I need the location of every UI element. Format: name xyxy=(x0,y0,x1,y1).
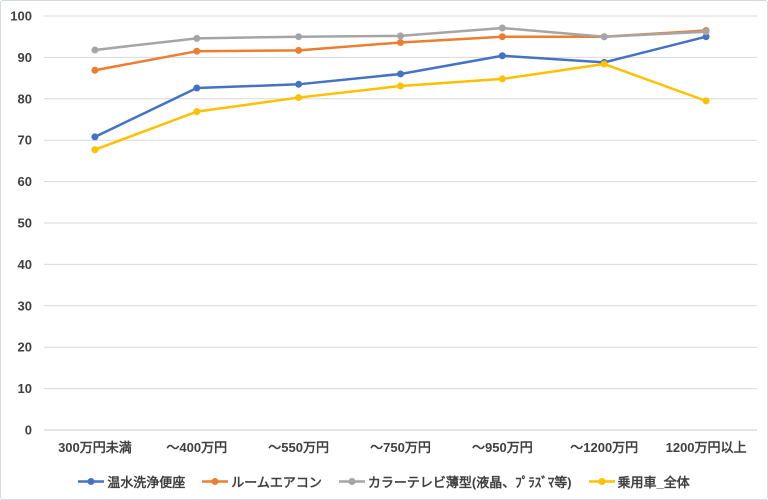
data-point-marker xyxy=(600,60,608,68)
data-point-marker xyxy=(91,46,99,54)
data-point-marker xyxy=(397,38,404,46)
y-axis-label: 60 xyxy=(18,174,32,189)
legend-label: 乗用車_全体 xyxy=(617,474,690,490)
legend-item: 温水洗浄便座 xyxy=(78,472,185,491)
x-axis-label: 1200万円以上 xyxy=(666,440,747,455)
data-point-marker xyxy=(193,34,201,42)
y-axis-label: 40 xyxy=(18,257,32,272)
x-axis-label: ～950万円 xyxy=(472,440,533,455)
data-point-marker xyxy=(498,33,506,41)
x-axis-label: 300万円未満 xyxy=(58,440,132,455)
y-axis-label: 90 xyxy=(18,50,32,65)
data-point-marker xyxy=(397,32,404,40)
legend-marker-line-icon xyxy=(202,477,229,485)
data-point-marker xyxy=(498,52,506,60)
legend-marker-line-icon xyxy=(78,477,105,485)
data-point-marker xyxy=(498,75,506,83)
data-point-marker xyxy=(295,80,303,88)
x-axis-label: ～400万円 xyxy=(166,440,227,455)
x-axis-label: ～750万円 xyxy=(370,440,431,455)
data-point-marker xyxy=(91,146,99,154)
legend-label: カラーテレビ薄型(液晶、ﾌﾟﾗｽﾞﾏ等) xyxy=(367,474,572,490)
data-point-marker xyxy=(702,33,710,41)
y-axis-label: 0 xyxy=(25,423,32,438)
legend-marker-line-icon xyxy=(588,477,615,485)
data-point-marker xyxy=(397,70,404,78)
legend-label: 温水洗浄便座 xyxy=(107,474,186,490)
y-axis-label: 50 xyxy=(18,216,32,231)
data-point-marker xyxy=(702,28,710,36)
legend-label: ルームエアコン xyxy=(231,474,322,490)
data-point-marker xyxy=(91,133,99,141)
legend-item: カラーテレビ薄型(液晶、ﾌﾟﾗｽﾞﾏ等) xyxy=(338,472,572,491)
data-point-marker xyxy=(91,66,99,74)
data-point-marker xyxy=(498,24,506,32)
legend: 温水洗浄便座 ルームエアコン カラーテレビ薄型(液晶、ﾌﾟﾗｽﾞﾏ等) 乗用車_… xyxy=(1,468,767,494)
y-axis-label: 80 xyxy=(18,91,32,106)
data-point-marker xyxy=(295,33,303,41)
data-point-marker xyxy=(295,46,303,54)
x-axis-label: ～550万円 xyxy=(268,440,329,455)
data-point-marker xyxy=(193,108,201,116)
y-axis-label: 10 xyxy=(18,381,32,396)
legend-item: 乗用車_全体 xyxy=(588,472,690,491)
data-point-marker xyxy=(295,94,303,102)
data-point-marker xyxy=(600,33,608,41)
y-axis-label: 100 xyxy=(10,9,32,24)
y-axis-label: 70 xyxy=(18,133,32,148)
data-point-marker xyxy=(397,82,404,90)
x-axis-label: ～1200万円 xyxy=(570,440,638,455)
data-point-marker xyxy=(193,47,201,55)
data-point-marker xyxy=(702,97,710,105)
y-axis-label: 30 xyxy=(18,298,32,313)
y-axis-label: 20 xyxy=(18,340,32,355)
legend-item: ルームエアコン xyxy=(202,472,322,491)
legend-marker-line-icon xyxy=(338,477,365,485)
data-point-marker xyxy=(193,84,201,92)
